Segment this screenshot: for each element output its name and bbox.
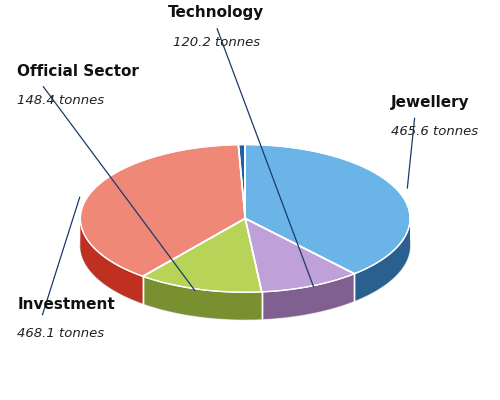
Text: 465.6 tonnes: 465.6 tonnes — [390, 125, 478, 138]
Polygon shape — [262, 274, 354, 319]
Text: 120.2 tonnes: 120.2 tonnes — [172, 36, 260, 49]
Polygon shape — [245, 218, 354, 292]
Text: 148.4 tonnes: 148.4 tonnes — [18, 94, 104, 107]
Polygon shape — [143, 218, 262, 292]
Text: Investment: Investment — [18, 297, 115, 312]
Polygon shape — [80, 145, 245, 276]
Polygon shape — [238, 144, 245, 218]
Text: Jewellery: Jewellery — [390, 94, 469, 110]
Polygon shape — [245, 144, 410, 274]
Polygon shape — [143, 276, 262, 320]
Text: Technology: Technology — [168, 5, 264, 20]
Polygon shape — [354, 220, 410, 301]
Text: 468.1 tonnes: 468.1 tonnes — [18, 327, 104, 340]
Ellipse shape — [80, 172, 410, 320]
Polygon shape — [80, 218, 143, 304]
Text: Official Sector: Official Sector — [18, 64, 139, 78]
